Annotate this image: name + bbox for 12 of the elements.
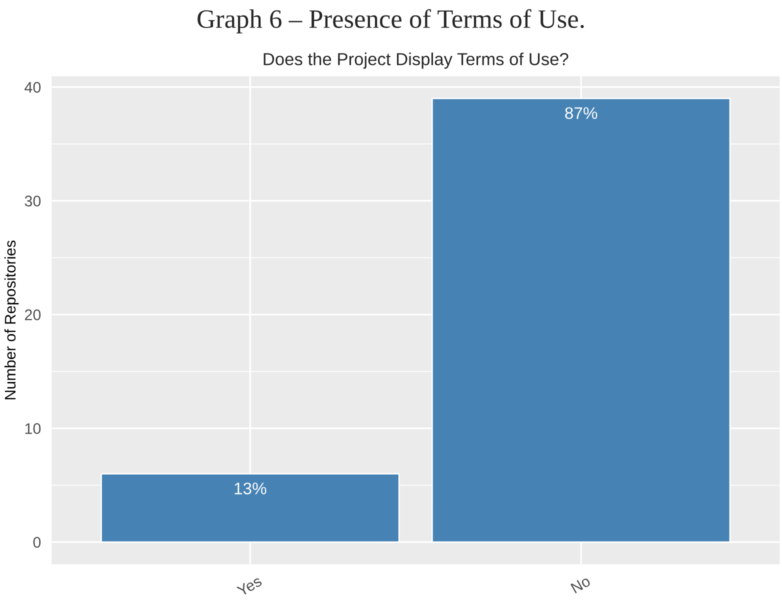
chart-subtitle: Does the Project Display Terms of Use? [264,52,568,69]
y-tick-label: 0 [33,536,41,548]
annotation: 13% [234,482,266,494]
y-tick-label: 20 [24,309,41,320]
y-tick-label: 30 [24,196,41,206]
annotation: 87% [565,107,598,120]
y-tick-label: 10 [25,423,41,434]
x-tick-label: No [570,575,592,594]
y-tick-label: 40 [24,82,41,93]
x-tick-label: Yes [236,575,263,597]
y-axis-title: Number of Repositories [4,240,19,400]
chart-title: Graph 6 – Presence of Terms of Use. [198,9,584,34]
